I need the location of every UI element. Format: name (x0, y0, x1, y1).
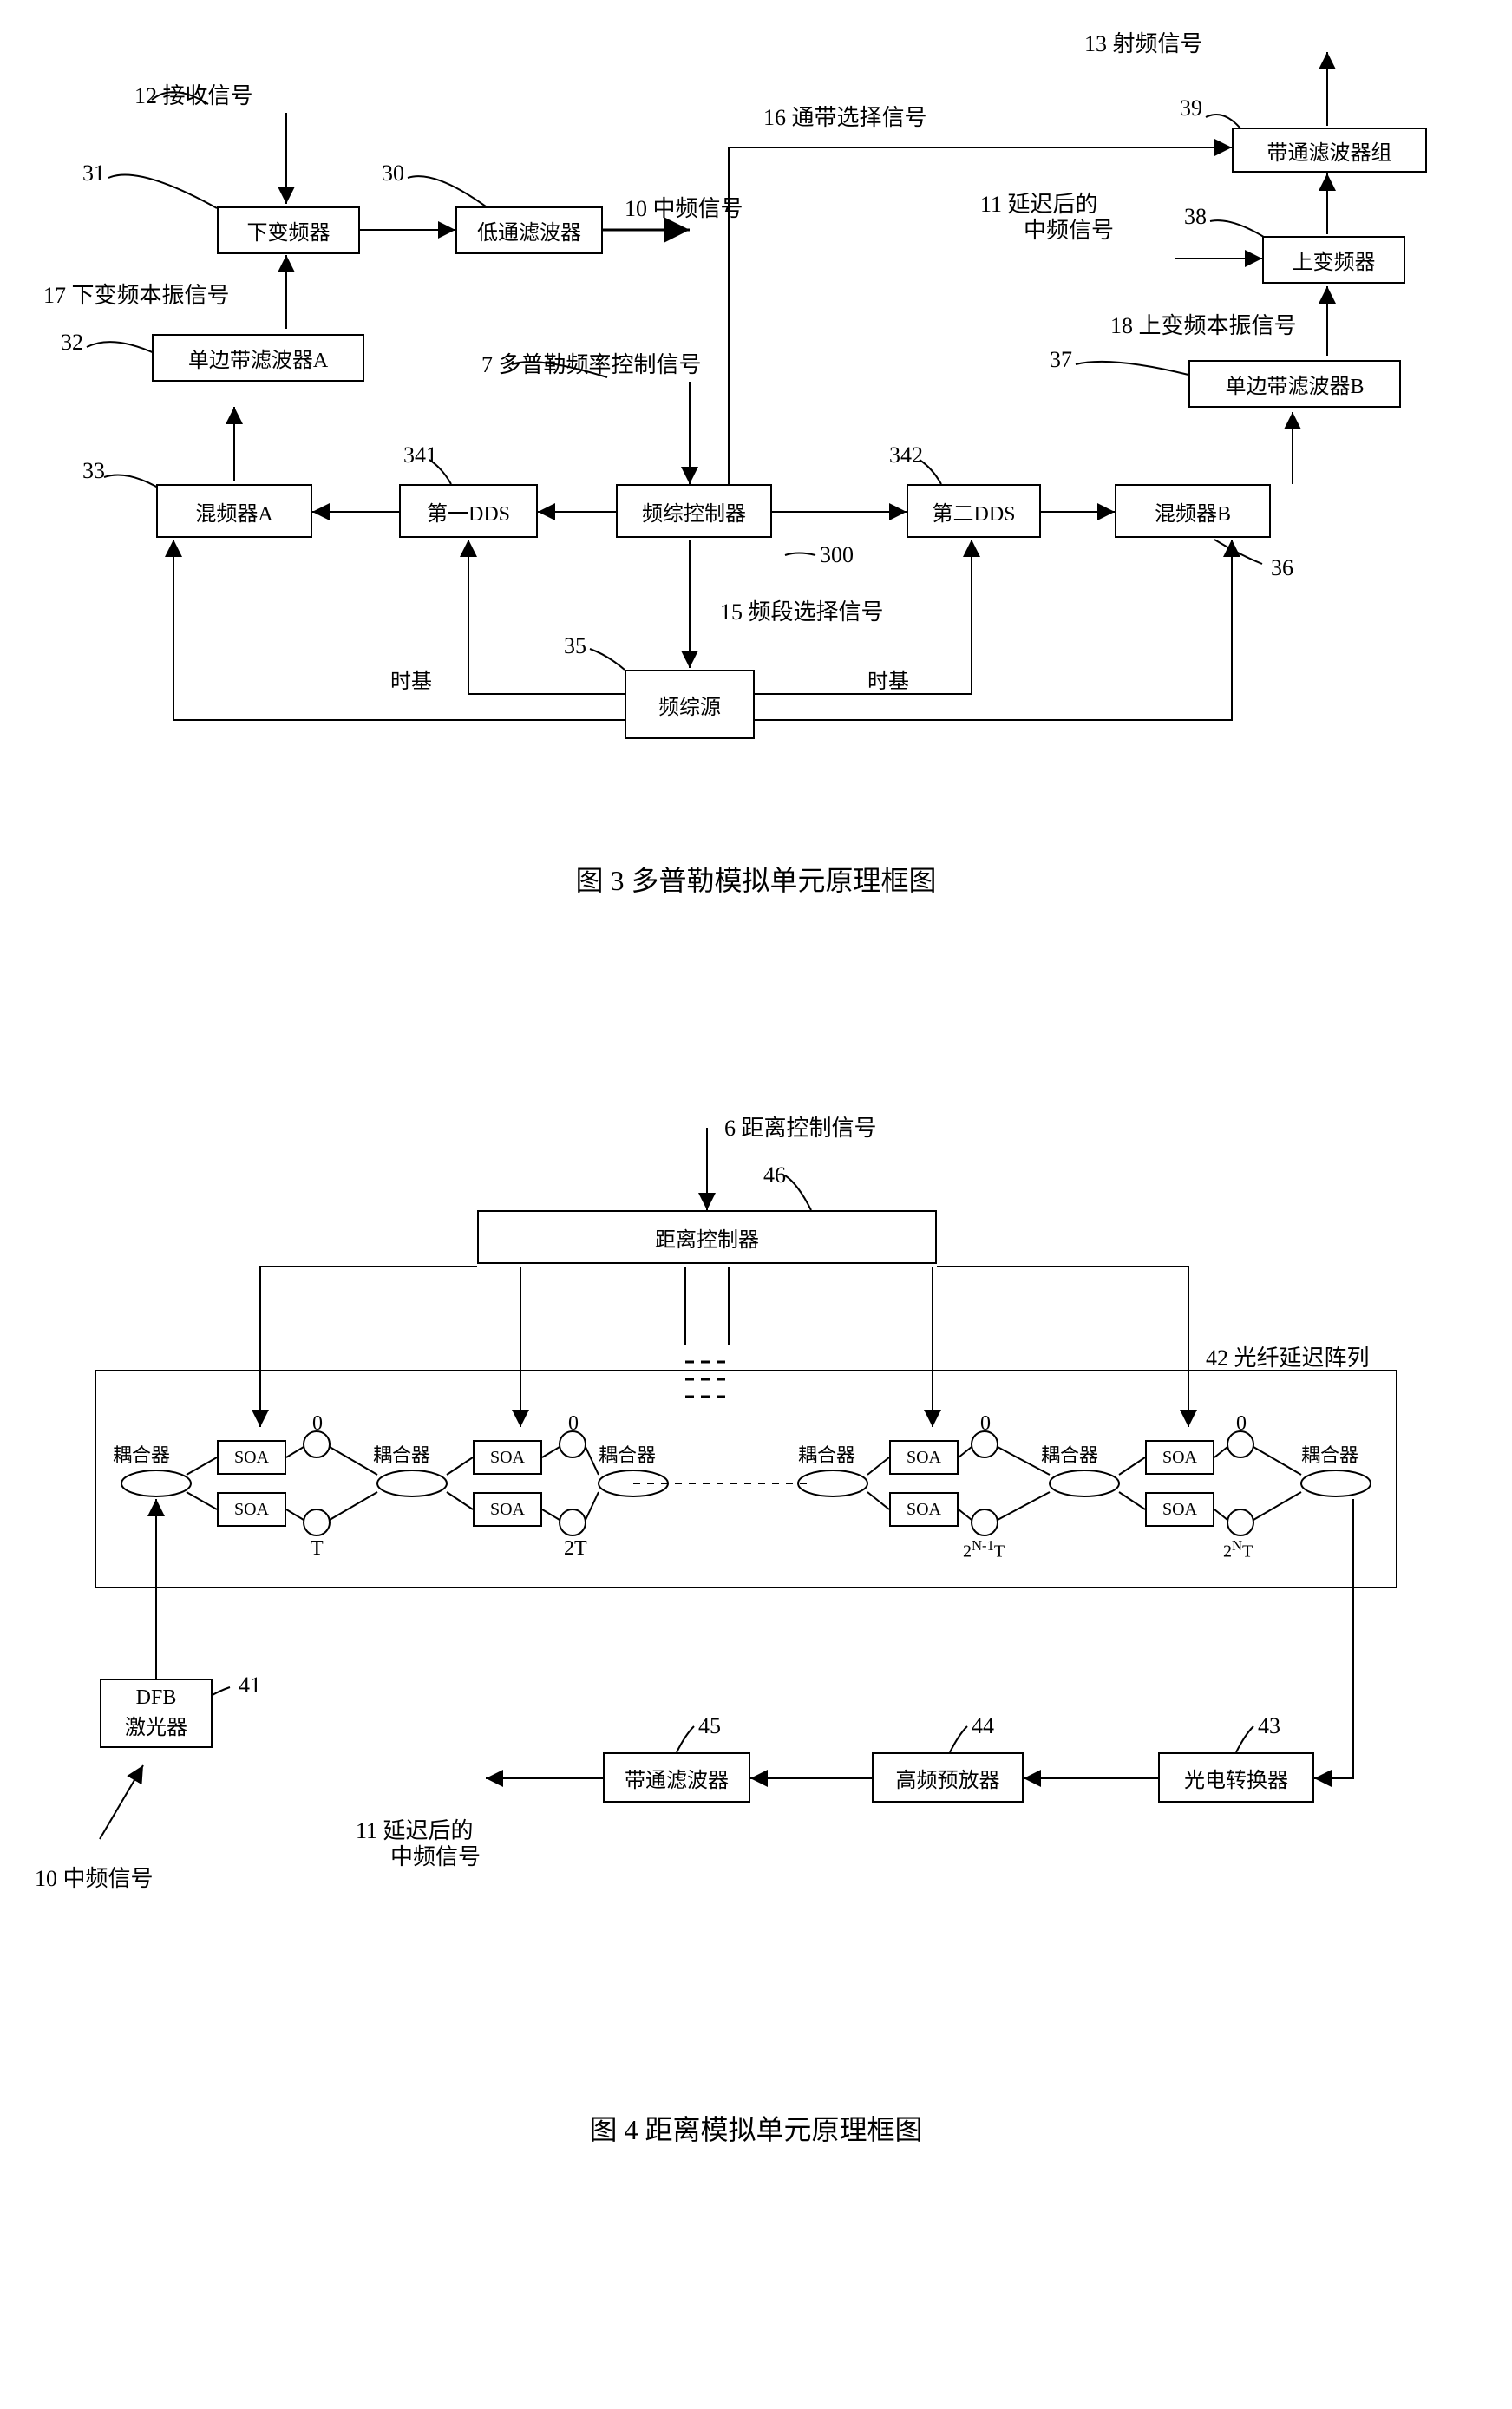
label-31: 31 (82, 160, 105, 187)
label-342: 342 (889, 442, 923, 468)
photodetector-box: 光电转换器 (1158, 1752, 1314, 1803)
label-41: 41 (239, 1673, 261, 1699)
laser-label: 激光器 (125, 1710, 187, 1740)
label-16: 16 通带选择信号 (763, 100, 927, 132)
label-30: 30 (382, 160, 404, 187)
ssb-filter-b-box: 单边带滤波器B (1188, 360, 1401, 408)
soa-box: SOA (473, 1440, 542, 1475)
label-46: 46 (763, 1162, 786, 1188)
label-11d: 中频信号 (390, 1839, 481, 1871)
ssb-filter-a-box: 单边带滤波器A (152, 334, 364, 382)
label-11b: 中频信号 (1024, 213, 1114, 245)
label-300: 300 (820, 542, 854, 568)
dds2-box: 第二DDS (907, 484, 1041, 538)
dfb-label: DFB (136, 1686, 177, 1710)
label-33: 33 (82, 458, 105, 484)
label-36: 36 (1271, 555, 1293, 581)
soa-box: SOA (889, 1492, 959, 1527)
fig4-caption: 图 4 距离模拟单元原理框图 (0, 2108, 1512, 2148)
label-43: 43 (1258, 1713, 1280, 1739)
label-12: 12 接收信号 (134, 78, 253, 110)
bpf-box: 带通滤波器 (603, 1752, 750, 1803)
downconverter-box: 下变频器 (217, 206, 360, 254)
label-15: 15 频段选择信号 (720, 594, 884, 626)
delay-0: 0 (568, 1412, 579, 1436)
label-39: 39 (1180, 95, 1202, 121)
coupler-label: 耦合器 (373, 1440, 430, 1468)
label-10: 10 中频信号 (625, 191, 743, 223)
label-44: 44 (972, 1713, 994, 1739)
delay-N: 2NT (1223, 1537, 1253, 1562)
label-13: 13 射频信号 (1084, 26, 1203, 58)
label-17: 17 下变频本振信号 (43, 278, 230, 310)
soa-box: SOA (217, 1492, 286, 1527)
label-6: 6 距离控制信号 (724, 1110, 877, 1142)
label-18: 18 上变频本振信号 (1110, 308, 1297, 340)
label-10b: 10 中频信号 (35, 1861, 154, 1893)
coupler-label: 耦合器 (1301, 1440, 1358, 1468)
fig3-caption: 图 3 多普勒模拟单元原理框图 (0, 859, 1512, 899)
label-32: 32 (61, 330, 83, 356)
soa-box: SOA (889, 1440, 959, 1475)
syn-source-box: 频综源 (625, 670, 755, 739)
soa-box: SOA (473, 1492, 542, 1527)
coupler-label: 耦合器 (113, 1440, 170, 1468)
mixer-a-box: 混频器A (156, 484, 312, 538)
label-38: 38 (1184, 204, 1207, 230)
syn-controller-box: 频综控制器 (616, 484, 772, 538)
soa-box: SOA (1145, 1492, 1214, 1527)
delay-0: 0 (980, 1412, 991, 1436)
delay-0: 0 (1236, 1412, 1247, 1436)
label-42: 42 光纤延迟阵列 (1206, 1340, 1370, 1372)
label-clk2: 时基 (867, 664, 909, 694)
dfb-laser-box: DFB 激光器 (100, 1679, 213, 1748)
delay-N1: 2N-1T (963, 1537, 1005, 1562)
delay-2T: 2T (564, 1537, 587, 1561)
delay-0: 0 (312, 1412, 323, 1436)
label-7: 7 多普勒频率控制信号 (481, 347, 702, 379)
label-37: 37 (1050, 347, 1072, 373)
soa-box: SOA (1145, 1440, 1214, 1475)
label-clk1: 时基 (390, 664, 432, 694)
delay-T: T (311, 1537, 324, 1561)
dds1-box: 第一DDS (399, 484, 538, 538)
coupler-label: 耦合器 (798, 1440, 855, 1468)
label-35: 35 (564, 633, 586, 659)
upconverter-box: 上变频器 (1262, 236, 1405, 284)
label-341: 341 (403, 442, 437, 468)
bpf-bank-box: 带通滤波器组 (1232, 128, 1427, 173)
lowpass-filter-box: 低通滤波器 (455, 206, 603, 254)
mixer-b-box: 混频器B (1115, 484, 1271, 538)
soa-box: SOA (217, 1440, 286, 1475)
label-45: 45 (698, 1713, 721, 1739)
hf-preamp-box: 高频预放器 (872, 1752, 1024, 1803)
coupler-label: 耦合器 (599, 1440, 656, 1468)
distance-controller-box: 距离控制器 (477, 1210, 937, 1264)
coupler-label: 耦合器 (1041, 1440, 1098, 1468)
